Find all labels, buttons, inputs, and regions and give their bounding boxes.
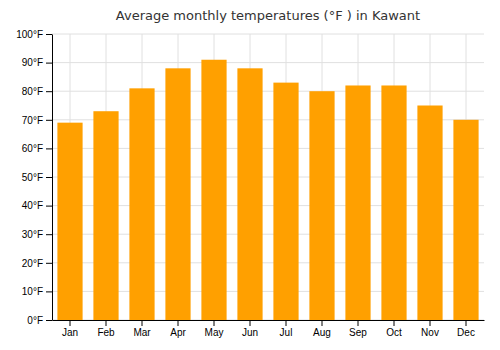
grid-line <box>52 62 484 63</box>
tick: 30°F <box>22 229 52 240</box>
tick-mark <box>46 120 52 121</box>
tick: 60°F <box>22 143 52 154</box>
tick-mark <box>106 320 107 326</box>
tick-label: 100°F <box>16 29 43 40</box>
tick-mark <box>46 263 52 264</box>
tick: 50°F <box>22 172 52 183</box>
tick: Sep <box>349 320 367 338</box>
axis-line <box>53 320 485 321</box>
tick-label: Nov <box>421 327 439 338</box>
tick-mark <box>46 234 52 235</box>
grid-line <box>52 34 484 35</box>
tick-label: 50°F <box>22 172 43 183</box>
tick: 70°F <box>22 115 52 126</box>
bar <box>345 85 370 320</box>
tick: Dec <box>457 320 475 338</box>
bar <box>453 120 478 320</box>
tick: May <box>205 320 224 338</box>
bars <box>57 60 478 320</box>
tick-label: Dec <box>457 327 475 338</box>
bar <box>57 123 82 320</box>
bar <box>201 60 226 320</box>
tick: Jan <box>62 320 78 338</box>
x-axis: Jan Feb Mar Apr May Jun Jul Aug Sep Oct Nov Dec <box>53 320 485 338</box>
tick-label: May <box>205 327 224 338</box>
tick-label: 20°F <box>22 258 43 269</box>
tick-mark <box>178 320 179 326</box>
tick-label: Oct <box>386 327 402 338</box>
tick-mark <box>430 320 431 326</box>
tick-mark <box>142 320 143 326</box>
bar <box>417 106 442 321</box>
bar <box>129 88 154 320</box>
y-axis: 0°F 10°F 20°F 30°F 40°F 50°F 60°F 70°F 80°F 90°F 1… <box>16 29 52 326</box>
plot: Jan Feb Mar Apr May Jun Jul Aug Sep Oct Nov Dec 0°F 1… <box>16 29 484 338</box>
tick-label: Sep <box>349 327 367 338</box>
tick-label: 40°F <box>22 200 43 211</box>
tick: Mar <box>133 320 151 338</box>
tick-mark <box>46 291 52 292</box>
tick-label: Jan <box>62 327 78 338</box>
tick-label: Mar <box>133 327 151 338</box>
tick-label: Apr <box>170 327 186 338</box>
tick: 10°F <box>22 286 52 297</box>
bar <box>309 91 334 320</box>
bar <box>381 85 406 320</box>
tick: 80°F <box>22 86 52 97</box>
bar <box>165 68 190 320</box>
tick-label: 80°F <box>22 86 43 97</box>
tick-mark <box>46 148 52 149</box>
tick: Jul <box>280 320 293 338</box>
tick-mark <box>214 320 215 326</box>
tick-mark <box>466 320 467 326</box>
tick-mark <box>46 34 52 35</box>
tick-label: 30°F <box>22 229 43 240</box>
tick: Oct <box>386 320 402 338</box>
axis-line <box>52 35 53 321</box>
bar <box>93 111 118 320</box>
tick: 0°F <box>27 315 52 326</box>
tick-mark <box>394 320 395 326</box>
tick: Nov <box>421 320 439 338</box>
title: Average monthly temperatures (°F ) in Ka… <box>116 8 420 23</box>
tick-label: 90°F <box>22 57 43 68</box>
tick-label: Feb <box>97 327 115 338</box>
grid-line <box>52 91 484 92</box>
tick-label: Aug <box>313 327 331 338</box>
tick: 100°F <box>16 29 52 40</box>
tick-mark <box>46 91 52 92</box>
tick-mark <box>250 320 251 326</box>
tick-mark <box>322 320 323 326</box>
tick: 40°F <box>22 200 52 211</box>
tick-mark <box>358 320 359 326</box>
tick: Jun <box>242 320 258 338</box>
tick-mark <box>46 206 52 207</box>
tick-mark <box>70 320 71 326</box>
grid <box>52 34 484 320</box>
tick-mark <box>46 320 52 321</box>
tick-label: 60°F <box>22 143 43 154</box>
tick-label: Jul <box>280 327 293 338</box>
tick: Feb <box>97 320 115 338</box>
tick-mark <box>46 63 52 64</box>
tick-label: 0°F <box>27 315 43 326</box>
tick: Aug <box>313 320 331 338</box>
chart: Jan Feb Mar Apr May Jun Jul Aug Sep Oct Nov Dec 0°F 1… <box>0 0 500 350</box>
tick-label: 10°F <box>22 286 43 297</box>
tick-label: 70°F <box>22 115 43 126</box>
tick: Apr <box>170 320 186 338</box>
tick: 90°F <box>22 57 52 68</box>
tick-label: Jun <box>242 327 258 338</box>
tick-mark <box>286 320 287 326</box>
bar <box>237 68 262 320</box>
bar <box>273 83 298 320</box>
tick: 20°F <box>22 258 52 269</box>
tick-mark <box>46 177 52 178</box>
